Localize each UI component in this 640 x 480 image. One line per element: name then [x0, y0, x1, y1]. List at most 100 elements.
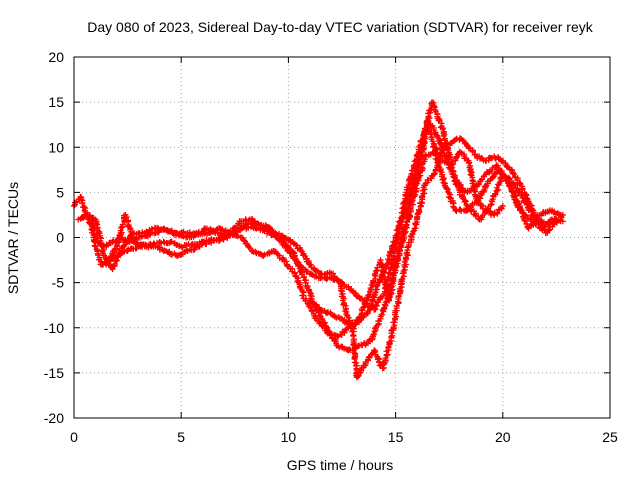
data-point: [398, 276, 405, 283]
data-point: [321, 319, 328, 326]
data-point: [475, 215, 482, 222]
data-point: [489, 174, 496, 181]
data-point: [441, 137, 448, 144]
data-point: [507, 183, 514, 190]
data-point: [447, 153, 454, 160]
data-point: [415, 206, 422, 213]
data-point: [308, 264, 315, 271]
y-tick-label: -5: [52, 275, 65, 291]
data-point: [541, 226, 548, 233]
data-point: [342, 327, 349, 334]
data-point: [370, 331, 377, 338]
data-point: [338, 287, 345, 294]
data-point: [283, 258, 290, 265]
data-point: [424, 122, 431, 129]
data-point: [322, 323, 329, 330]
data-point: [419, 193, 426, 200]
data-point: [390, 272, 397, 279]
data-point: [420, 139, 427, 146]
data-point: [467, 171, 474, 178]
x-tick-label: 10: [281, 429, 297, 445]
data-point: [373, 267, 380, 274]
data-point: [296, 262, 303, 269]
y-tick-label: -10: [44, 320, 64, 336]
data-point: [160, 238, 167, 245]
chart-title: Day 080 of 2023, Sidereal Day-to-day VTE…: [87, 19, 593, 35]
data-point: [406, 212, 413, 219]
data-point: [111, 261, 118, 268]
data-point: [434, 159, 441, 166]
y-axis-label: SDTVAR / TECUs: [5, 182, 21, 294]
data-point: [408, 183, 415, 190]
data-point: [351, 345, 358, 352]
data-point: [482, 183, 489, 190]
data-point: [545, 227, 552, 234]
data-point: [245, 217, 252, 224]
data-point: [284, 262, 291, 269]
data-point: [423, 118, 430, 125]
data-point: [106, 257, 113, 264]
data-point: [384, 351, 391, 358]
y-tick-label: 5: [56, 184, 64, 200]
data-point: [306, 289, 313, 296]
data-point: [174, 253, 181, 260]
data-point: [393, 256, 400, 263]
data-point: [396, 218, 403, 225]
data-point: [459, 137, 466, 144]
y-tick-label: -20: [44, 410, 64, 426]
data-point: [487, 202, 494, 209]
data-point: [376, 362, 383, 369]
data-point: [450, 203, 457, 210]
data-point: [276, 252, 283, 259]
data-point: [260, 252, 267, 259]
data-point: [452, 207, 459, 214]
data-point: [409, 228, 416, 235]
data-point: [397, 243, 404, 250]
data-point: [389, 275, 396, 282]
data-point: [476, 181, 483, 188]
data-point: [382, 355, 389, 362]
x-tick-label: 15: [388, 429, 404, 445]
y-tick-label: -15: [44, 365, 64, 381]
data-point: [91, 242, 98, 249]
data-point: [308, 271, 315, 278]
data-point: [472, 212, 479, 219]
y-tick-label: 20: [48, 49, 64, 65]
grid-lines: [74, 57, 610, 418]
y-tick-label: 15: [48, 94, 64, 110]
data-point: [431, 171, 438, 178]
data-point: [559, 211, 566, 218]
data-point: [519, 186, 526, 193]
data-point: [511, 171, 518, 178]
data-point: [233, 231, 240, 238]
x-tick-label: 25: [602, 429, 618, 445]
x-tick-label: 0: [70, 429, 78, 445]
data-point: [80, 214, 87, 221]
data-point: [312, 267, 319, 274]
axis-ticks: 0 5 10 15 20 25 -20 -15 -10 -5 0 5 10 15 20: [44, 49, 618, 445]
data-point: [404, 193, 411, 200]
data-point: [474, 181, 481, 188]
data-point: [79, 200, 86, 207]
data-points: [71, 99, 566, 381]
x-tick-label: 20: [495, 429, 511, 445]
data-point: [313, 301, 320, 308]
x-tick-label: 5: [177, 429, 185, 445]
data-point: [433, 145, 440, 152]
data-point: [382, 299, 389, 306]
data-point: [261, 251, 268, 258]
data-point: [350, 341, 357, 348]
data-point: [495, 167, 502, 174]
data-point: [307, 299, 314, 306]
data-point: [294, 278, 301, 285]
x-axis-label: GPS time / hours: [287, 457, 394, 473]
data-point: [521, 212, 528, 219]
data-point: [559, 218, 566, 225]
data-point: [297, 268, 304, 275]
data-point: [92, 243, 99, 250]
y-tick-label: 10: [48, 139, 64, 155]
y-tick-label: 0: [56, 230, 64, 246]
data-point: [78, 196, 85, 203]
data-point: [499, 202, 506, 209]
